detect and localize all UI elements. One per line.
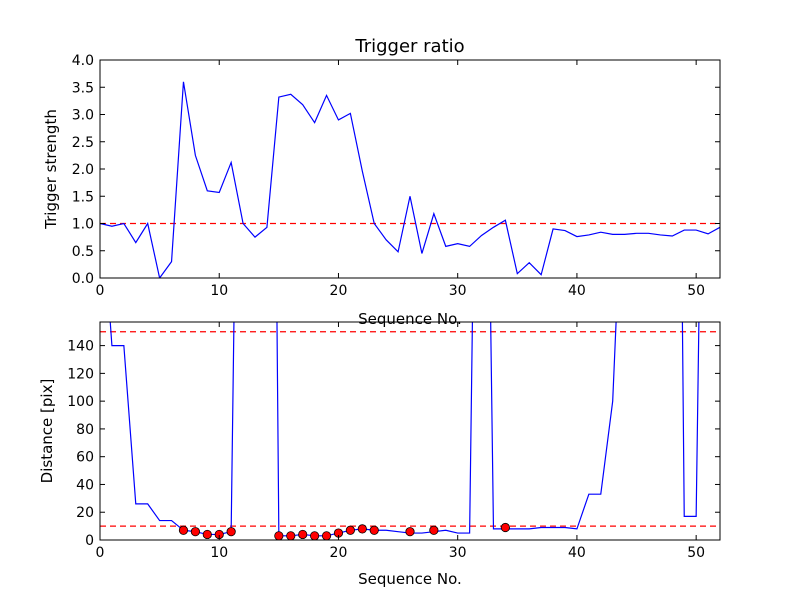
top-series-group <box>100 81 720 278</box>
bottom-plot-marker-point <box>369 525 379 535</box>
bottom-plot-ytick-label: 80 <box>76 422 94 438</box>
bottom-plot-marker-point <box>357 524 367 534</box>
bottom-plot-marker-point <box>190 527 200 537</box>
bottom-plot-marker-point <box>345 525 355 535</box>
bottom-plot-marker-point <box>500 522 510 533</box>
bottom-plot-frame <box>99 321 721 541</box>
bottom-plot-marker-point <box>298 529 308 540</box>
bottom-plot-xtick-label: 0 <box>96 545 105 561</box>
top-plot-ytick-label: 4.0 <box>72 53 94 69</box>
top-plot-title: Trigger ratio <box>354 36 464 57</box>
top-plot: Trigger ratio Trigger strength Sequence … <box>42 36 721 328</box>
bottom-plot-xtick-label: 20 <box>330 545 348 561</box>
bottom-plot-marker-point <box>286 531 296 541</box>
bottom-plot-xlabel: Sequence No. <box>358 570 462 588</box>
top-plot-ytick-label: 3.5 <box>72 80 94 96</box>
top-plot-ytick-label: 2.5 <box>72 135 94 151</box>
bottom-plot-ytick-label: 0 <box>85 533 94 549</box>
top-plot-xtick-label: 0 <box>96 283 105 299</box>
top-plot-xtick-label: 30 <box>449 283 467 299</box>
bottom-plot-marker-point <box>310 531 320 541</box>
top-plot-series-line-1 <box>100 81 720 278</box>
top-ticks-group: 0 10 20 30 40 50 0.0 0.5 1.0 1.5 2.0 2.5 3.0 3.5 4.0 <box>72 53 720 299</box>
bottom-plot-ytick-label: 20 <box>76 505 94 521</box>
top-plot-ytick-label: 3.0 <box>72 108 94 124</box>
bottom-plot-xtick-label: 10 <box>210 545 228 561</box>
top-plot-ytick-label: 0.0 <box>72 271 94 287</box>
top-plot-xtick-label: 10 <box>210 283 228 299</box>
bottom-plot: Distance [pix] Sequence No. 0 10 20 30 40 500… <box>38 321 721 588</box>
top-plot-ylabel: Trigger strength <box>42 109 60 230</box>
bottom-ticks-group: 0 10 20 30 40 50 0 20 40 60 80 100 120 140 <box>67 322 720 561</box>
top-plot-ytick-label: 1.5 <box>72 189 94 205</box>
bottom-plot-ylabel: Distance [pix] <box>38 379 56 484</box>
bottom-plot-ytick-label: 40 <box>76 477 94 493</box>
top-plot-xtick-label: 50 <box>687 283 705 299</box>
top-plot-frame <box>99 59 721 279</box>
bottom-plot-ytick-label: 100 <box>67 394 94 410</box>
top-plot-xlabel: Sequence No. <box>358 310 462 328</box>
bottom-plot-ytick-label: 120 <box>67 366 94 382</box>
bottom-plot-ytick-label: 60 <box>76 450 94 466</box>
bottom-plot-ytick-label: 140 <box>67 339 94 355</box>
bottom-plot-marker-point <box>321 531 332 541</box>
bottom-plot-marker-point <box>202 529 212 540</box>
bottom-plot-marker-point <box>178 525 189 535</box>
bottom-plot-marker-point <box>226 527 236 537</box>
top-plot-ytick-label: 2.0 <box>72 162 94 178</box>
top-plot-ytick-label: 1.0 <box>72 217 94 233</box>
top-plot-xtick-label: 40 <box>568 283 586 299</box>
top-plot-xtick-label: 20 <box>330 283 348 299</box>
bottom-plot-xtick-label: 50 <box>687 545 705 561</box>
bottom-plot-marker-point <box>429 525 439 535</box>
bottom-plot-xtick-label: 40 <box>568 545 586 561</box>
top-plot-ytick-label: 0.5 <box>72 244 94 260</box>
bottom-plot-marker-point <box>274 531 284 541</box>
bottom-plot-xtick-label: 30 <box>449 545 467 561</box>
bottom-series-group <box>109 322 700 541</box>
bottom-plot-marker-point <box>405 527 415 537</box>
bottom-reference-lines-group <box>100 331 720 527</box>
